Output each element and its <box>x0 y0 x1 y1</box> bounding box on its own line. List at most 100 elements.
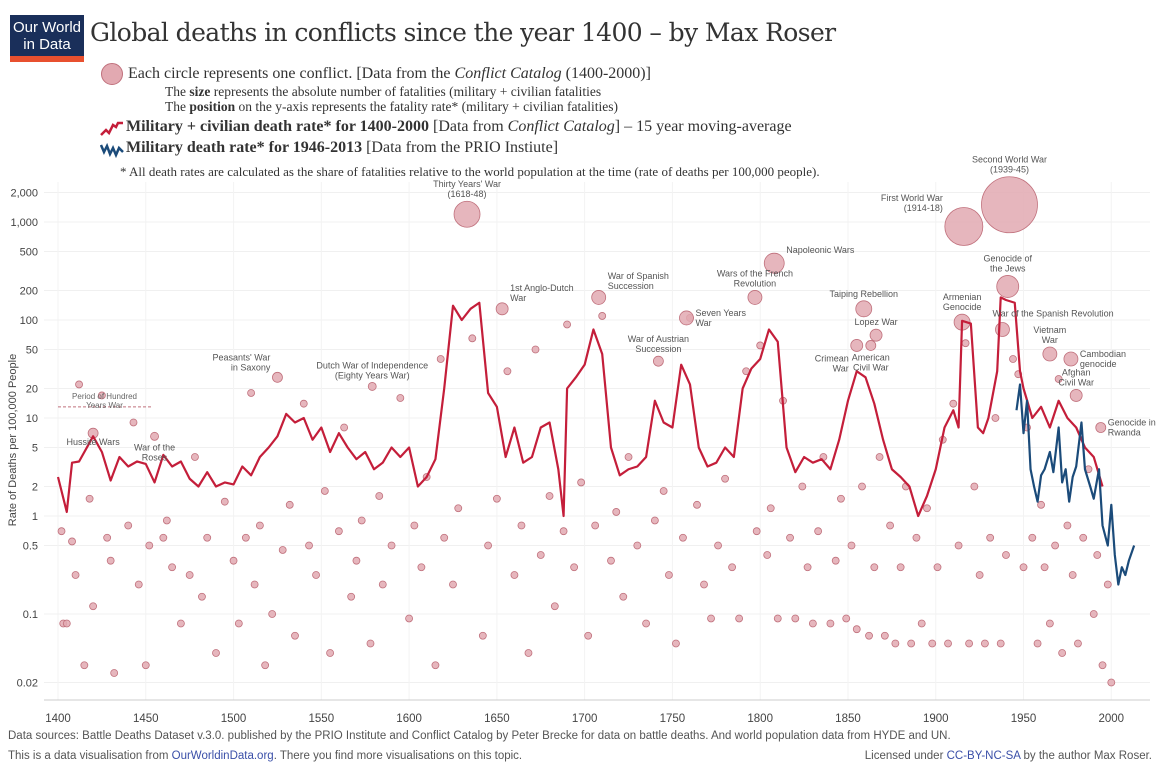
conflict-label: in Saxony <box>231 362 271 372</box>
conflict-circle <box>735 614 744 623</box>
conflict-label: Succession <box>635 344 681 354</box>
conflict-circle <box>357 516 366 525</box>
legend-circle-icon <box>101 63 123 85</box>
conflict-circle <box>449 580 457 589</box>
x-tick-label: 1500 <box>221 713 247 725</box>
legend-position-text: The position on the y-axis represents th… <box>165 99 619 114</box>
conflict-circle <box>891 639 900 648</box>
legend-size-text: The size represents the absolute number … <box>165 84 602 99</box>
conflict-circle <box>1107 678 1116 687</box>
owid-link[interactable]: OurWorldinData.org <box>171 750 274 762</box>
x-tick-label: 1650 <box>484 713 510 725</box>
conflict-circle <box>396 394 405 402</box>
conflict-circle <box>961 339 970 348</box>
conflict-circle <box>71 571 80 579</box>
x-tick-label: 1850 <box>835 713 861 725</box>
conflict-circle <box>584 631 593 640</box>
named-conflict-circle <box>1095 422 1107 433</box>
conflict-circle <box>387 541 396 550</box>
conflict-circle <box>996 639 1005 648</box>
conflict-circle <box>1028 533 1037 542</box>
conflict-circle <box>492 494 501 503</box>
conflict-circle <box>1040 563 1049 572</box>
conflict-circle <box>417 563 426 572</box>
conflict-circle <box>440 533 449 542</box>
license-link[interactable]: CC-BY-NC-SA <box>946 750 1021 762</box>
conflict-circle <box>436 355 445 363</box>
legend-red-line-text: Military + civilian death rate* for 1400… <box>126 118 792 135</box>
conflict-circle <box>912 533 921 542</box>
conflict-circle <box>261 661 270 670</box>
conflict-circle <box>57 527 66 536</box>
conflict-label: Taiping Rebellion <box>830 289 899 299</box>
owid-logo[interactable]: Our World in Data <box>10 15 84 62</box>
conflict-label: War of the <box>134 442 175 452</box>
conflict-circle <box>203 533 212 542</box>
conflict-circle <box>714 541 722 550</box>
named-conflict-circle <box>995 322 1010 337</box>
death-rate-footnote: * All death rates are calculated as the … <box>120 164 820 179</box>
conflict-label: Seven Years <box>695 308 746 318</box>
conflict-circle <box>89 602 98 611</box>
conflict-label: 1st Anglo-Dutch <box>510 283 574 293</box>
conflict-circle <box>62 619 71 628</box>
conflict-circle <box>721 474 729 483</box>
conflict-circle <box>517 521 526 530</box>
conflict-circle <box>933 563 942 572</box>
named-conflict-circle <box>944 207 984 246</box>
y-tick-label: 2,000 <box>10 187 38 199</box>
named-conflict-circle <box>1063 351 1079 367</box>
conflict-circle <box>422 473 431 481</box>
conflict-label: Revolution <box>734 278 777 288</box>
conflict-label: Genocide of <box>983 253 1032 263</box>
logo-line2: in Data <box>23 36 71 53</box>
conflict-circle <box>185 571 194 579</box>
named-conflict-circle <box>495 302 509 316</box>
conflict-label: Succession <box>608 281 654 291</box>
conflict-circle <box>454 504 463 513</box>
y-tick-label: 1,000 <box>10 217 38 229</box>
conflict-label: genocide <box>1080 359 1117 369</box>
conflict-label: Dutch War of Independence <box>316 360 428 370</box>
named-conflict-circle <box>850 339 864 352</box>
license: Licensed under CC-BY-NC-SA by the author… <box>864 750 1152 762</box>
conflict-circle <box>875 453 884 461</box>
conflict-circle <box>1002 551 1010 559</box>
conflict-circle <box>570 563 579 572</box>
conflict-circle <box>1014 370 1023 379</box>
conflict-circle <box>347 592 356 601</box>
conflict-circle <box>366 639 375 648</box>
x-tick-label: 1400 <box>45 713 71 725</box>
y-tick-label: 2 <box>32 481 38 493</box>
conflict-circle <box>837 494 845 503</box>
conflict-circle <box>241 533 250 542</box>
conflict-circle <box>268 610 277 618</box>
hundred-years-war-label: Years War <box>86 401 123 410</box>
conflict-circle <box>986 533 995 542</box>
conflict-circle <box>352 556 361 565</box>
conflict-circle <box>803 563 812 572</box>
conflict-circle <box>607 556 615 565</box>
conflict-circle <box>865 631 873 640</box>
logo-line1: Our World <box>12 19 82 36</box>
conflict-label: Vietnam <box>1033 325 1066 335</box>
conflict-label: Armenian <box>943 292 982 302</box>
y-tick-label: 200 <box>20 285 38 297</box>
conflict-circle <box>1051 541 1060 550</box>
named-conflict-circle <box>87 427 99 439</box>
conflict-circle <box>1089 610 1098 618</box>
conflict-circle <box>1045 619 1054 628</box>
conflict-label: Hussite Wars <box>67 437 121 447</box>
conflict-circle <box>991 414 1000 422</box>
y-tick-label: 500 <box>20 247 38 259</box>
conflict-circle <box>431 661 440 670</box>
named-conflict-circle <box>996 275 1020 298</box>
conflict-circle <box>378 580 387 589</box>
conflict-circle <box>103 533 112 542</box>
conflict-label: (1914-18) <box>904 203 943 213</box>
conflict-circle <box>531 345 540 354</box>
conflict-circle <box>659 487 668 495</box>
conflict-label: Afghan <box>1062 367 1091 377</box>
named-conflict-circle <box>272 371 283 383</box>
named-conflict-circle <box>591 290 607 305</box>
